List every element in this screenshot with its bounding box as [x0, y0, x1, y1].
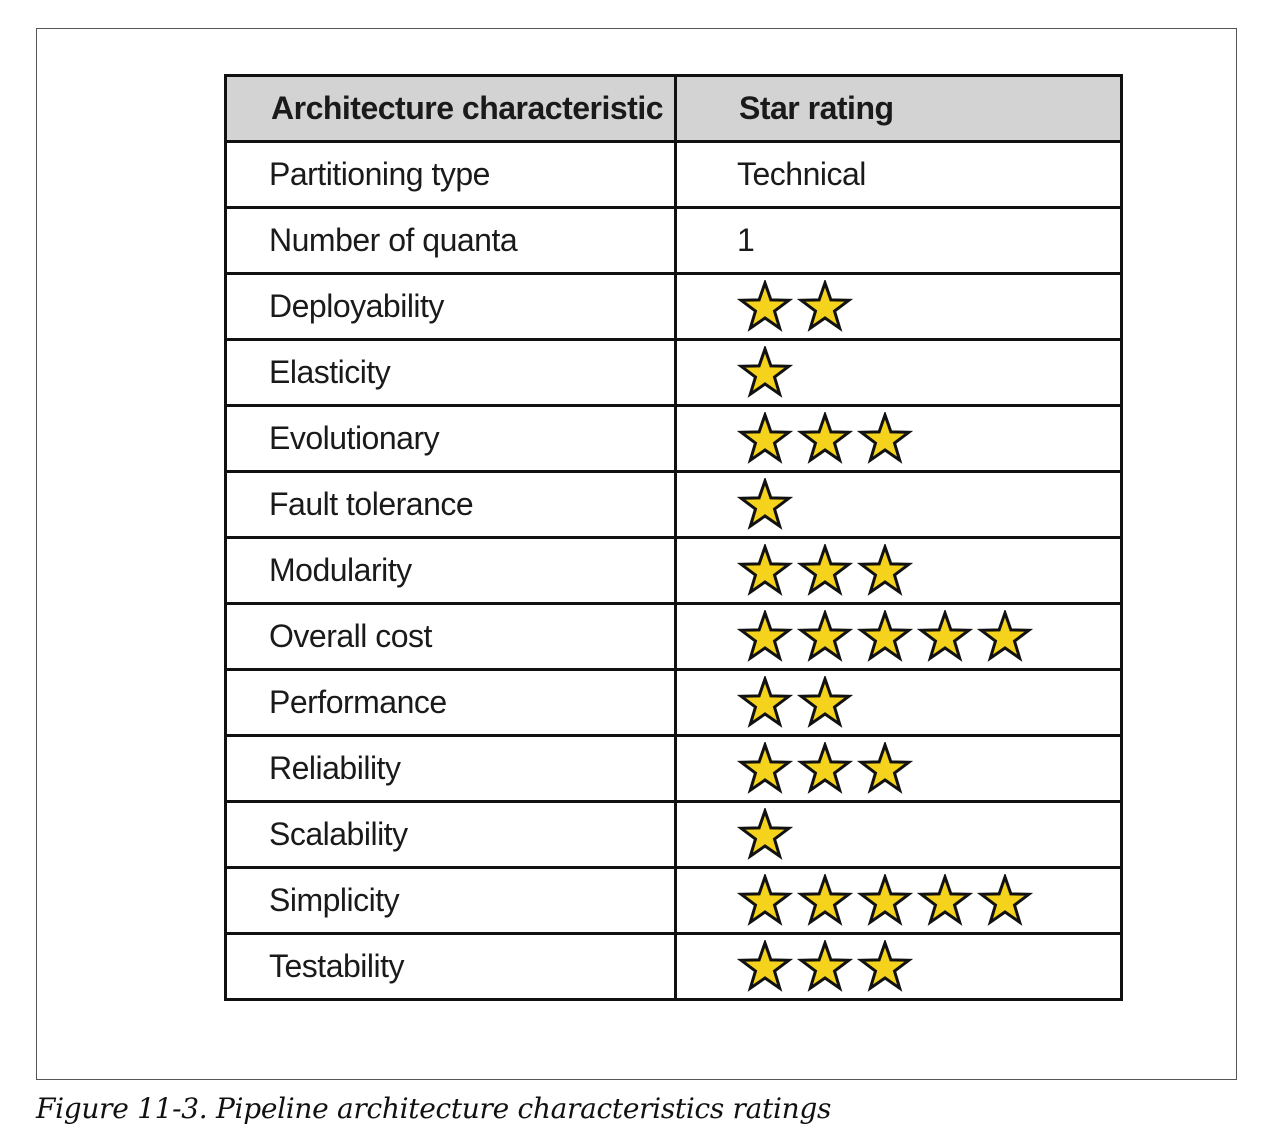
star-group — [737, 345, 1120, 400]
star-icon — [737, 477, 793, 530]
characteristic-name: Overall cost — [224, 602, 677, 671]
star-rating — [674, 470, 1123, 539]
characteristic-name: Number of quanta — [224, 206, 677, 275]
star-rating — [674, 404, 1123, 473]
star-group — [737, 411, 1120, 466]
characteristic-name: Modularity — [224, 536, 677, 605]
table-body: Partitioning type Technical Number of quan… — [224, 140, 1123, 1001]
table-row: Modularity — [224, 536, 1123, 605]
star-icon — [977, 609, 1033, 662]
figure-frame: Architecture characteristic Star rating … — [36, 28, 1237, 1080]
table-row: Testability — [224, 932, 1123, 1001]
star-icon — [857, 873, 913, 926]
characteristic-name: Simplicity — [224, 866, 677, 935]
header-star-rating: Star rating — [674, 74, 1123, 143]
star-group — [737, 609, 1120, 664]
star-icon — [797, 279, 853, 332]
table-row: Reliability — [224, 734, 1123, 803]
star-icon — [857, 939, 913, 992]
star-icon — [737, 873, 793, 926]
star-group — [737, 807, 1120, 862]
star-rating — [674, 272, 1123, 341]
star-rating — [674, 668, 1123, 737]
star-rating — [674, 800, 1123, 869]
characteristic-name: Scalability — [224, 800, 677, 869]
star-group — [737, 741, 1120, 796]
table-row: Scalability — [224, 800, 1123, 869]
characteristic-name: Reliability — [224, 734, 677, 803]
table-row: Overall cost — [224, 602, 1123, 671]
characteristic-name: Performance — [224, 668, 677, 737]
star-icon — [737, 411, 793, 464]
table-header-row: Architecture characteristic Star rating — [224, 74, 1123, 143]
table-row: Deployability — [224, 272, 1123, 341]
characteristic-name: Evolutionary — [224, 404, 677, 473]
star-icon — [797, 741, 853, 794]
star-icon — [737, 279, 793, 332]
star-group — [737, 543, 1120, 598]
star-icon — [917, 609, 973, 662]
star-rating — [674, 866, 1123, 935]
table-row: Number of quanta 1 — [224, 206, 1123, 275]
ratings-table: Architecture characteristic Star rating … — [224, 74, 1123, 1001]
table-row: Elasticity — [224, 338, 1123, 407]
star-rating — [674, 338, 1123, 407]
star-icon — [737, 741, 793, 794]
characteristic-name: Elasticity — [224, 338, 677, 407]
star-icon — [917, 873, 973, 926]
rating-text: 1 — [674, 206, 1123, 275]
figure-caption: Figure 11-3. Pipeline architecture chara… — [36, 1092, 832, 1125]
characteristic-name: Testability — [224, 932, 677, 1001]
star-icon — [797, 939, 853, 992]
star-icon — [977, 873, 1033, 926]
star-icon — [797, 675, 853, 728]
star-group — [737, 675, 1120, 730]
star-rating — [674, 602, 1123, 671]
header-characteristic: Architecture characteristic — [224, 74, 677, 143]
star-icon — [737, 609, 793, 662]
star-group — [737, 873, 1120, 928]
characteristic-name: Deployability — [224, 272, 677, 341]
star-icon — [797, 609, 853, 662]
star-icon — [857, 609, 913, 662]
characteristic-name: Fault tolerance — [224, 470, 677, 539]
characteristic-name: Partitioning type — [224, 140, 677, 209]
star-icon — [737, 675, 793, 728]
star-group — [737, 279, 1120, 334]
rating-text: Technical — [674, 140, 1123, 209]
star-rating — [674, 932, 1123, 1001]
star-icon — [857, 543, 913, 596]
star-rating — [674, 734, 1123, 803]
star-icon — [797, 411, 853, 464]
star-rating — [674, 536, 1123, 605]
star-icon — [737, 543, 793, 596]
star-icon — [797, 873, 853, 926]
table-row: Evolutionary — [224, 404, 1123, 473]
star-icon — [857, 411, 913, 464]
star-icon — [797, 543, 853, 596]
star-group — [737, 939, 1120, 994]
star-group — [737, 477, 1120, 532]
star-icon — [737, 345, 793, 398]
star-icon — [737, 807, 793, 860]
star-icon — [857, 741, 913, 794]
star-icon — [737, 939, 793, 992]
table-row: Simplicity — [224, 866, 1123, 935]
table-row: Performance — [224, 668, 1123, 737]
table-row: Partitioning type Technical — [224, 140, 1123, 209]
table-row: Fault tolerance — [224, 470, 1123, 539]
